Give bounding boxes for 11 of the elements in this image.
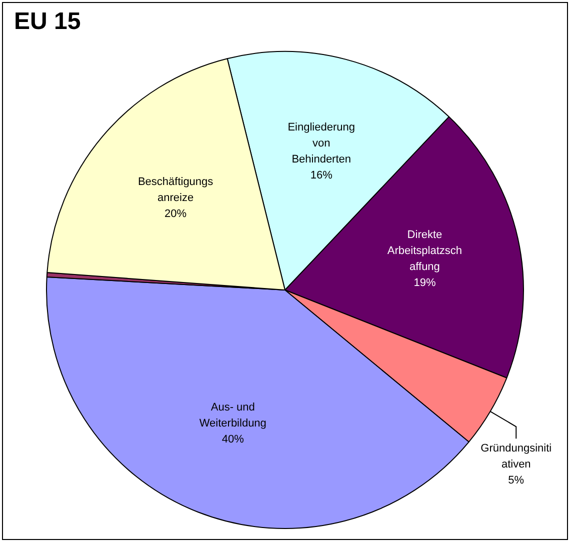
data-label: 40% — [222, 433, 244, 446]
slice-label: Gründungsinitiativen — [480, 442, 552, 471]
data-label: 5% — [508, 474, 524, 487]
slice-label: Aus- und Weiterbildung — [199, 401, 266, 430]
slice-label: Eingliederung von Behinderten — [288, 122, 355, 166]
data-label: 19% — [414, 277, 436, 290]
data-label: 20% — [164, 208, 187, 220]
slice-label: Beschäftigungsanreize — [138, 176, 214, 204]
data-label: 16% — [310, 170, 333, 182]
slice-label: Direkte Arbeitsplatzschaffung — [387, 229, 462, 274]
chart-title: EU 15 — [14, 8, 81, 36]
